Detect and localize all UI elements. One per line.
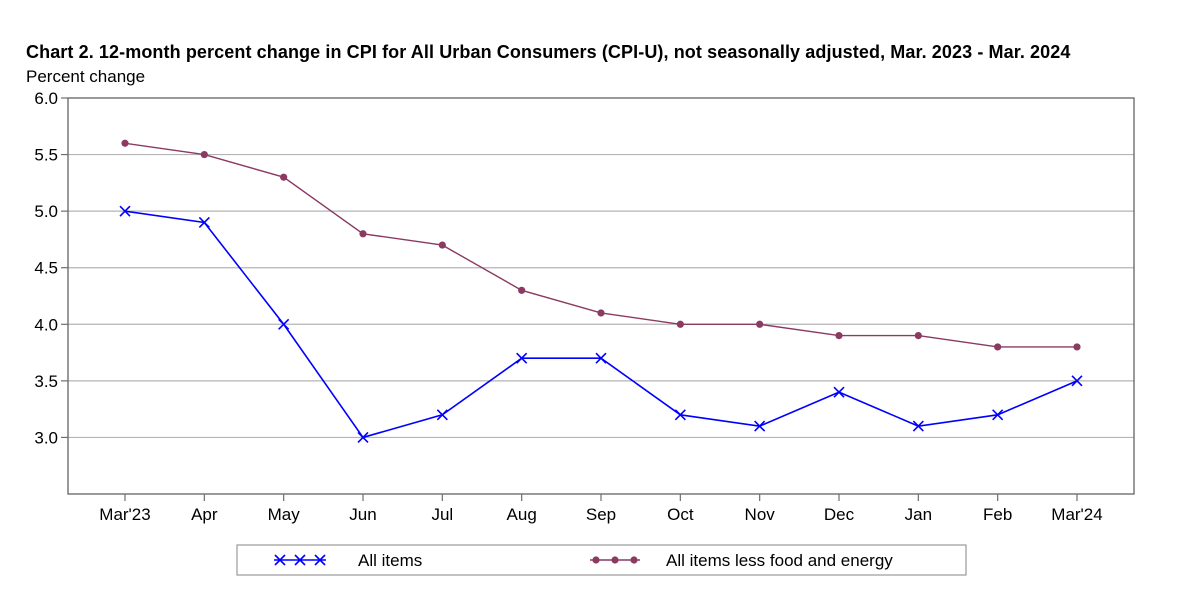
data-series [119, 139, 1083, 443]
series-all-items-less-food-and-energy [121, 139, 1081, 351]
y-tick-label: 4.0 [34, 315, 58, 334]
x-tick-label: Jul [431, 505, 453, 524]
x-tick-label: Jan [905, 505, 932, 524]
x-tick-label: Apr [191, 505, 218, 524]
data-point [280, 173, 288, 181]
data-point [833, 386, 845, 398]
legend-swatch-marker [274, 554, 286, 566]
data-point [278, 318, 290, 330]
data-point [914, 332, 922, 340]
data-point [992, 409, 1004, 421]
data-point [518, 286, 526, 294]
data-point [754, 420, 766, 432]
data-point [835, 332, 843, 340]
plot-border [67, 97, 1135, 495]
y-tick-label: 3.5 [34, 372, 58, 391]
x-tick-label: May [268, 505, 301, 524]
x-tick-label: Mar'24 [1051, 505, 1102, 524]
data-point [994, 343, 1002, 351]
legend-label: All items [358, 551, 422, 570]
data-point [438, 241, 446, 249]
legend-swatch-marker [611, 556, 619, 564]
x-tick-label: Sep [586, 505, 616, 524]
data-point [595, 352, 607, 364]
x-tick-label: Aug [507, 505, 537, 524]
data-point [436, 409, 448, 421]
y-tick-label: 4.5 [34, 259, 58, 278]
x-tick-label: Nov [745, 505, 776, 524]
chart-title: Chart 2. 12-month percent change in CPI … [26, 42, 1071, 62]
legend: All items All items less food and energy [236, 544, 967, 576]
legend-swatch-marker [630, 556, 638, 564]
data-point [200, 150, 208, 159]
data-point [359, 230, 367, 238]
x-tick-label: Oct [667, 505, 694, 524]
data-point [1071, 375, 1083, 387]
data-point [198, 216, 210, 229]
legend-swatch-marker [592, 556, 600, 564]
data-point [357, 431, 369, 443]
legend-swatch-marker [294, 554, 306, 566]
data-point [676, 320, 684, 328]
data-point [119, 205, 131, 217]
data-point [121, 139, 129, 147]
y-tick-label: 6.0 [34, 89, 58, 108]
data-point [1073, 343, 1081, 351]
data-point [674, 409, 686, 421]
gridlines [68, 153, 1134, 439]
legend-entry: All items [274, 551, 422, 570]
series-all-items [119, 205, 1083, 443]
legend-swatch-marker [314, 554, 326, 566]
y-tick-label: 5.5 [34, 146, 58, 165]
legend-label: All items less food and energy [666, 551, 893, 570]
data-point [516, 352, 528, 364]
data-point [912, 420, 924, 432]
y-tick-label: 5.0 [34, 202, 58, 221]
x-tick-label: Mar'23 [99, 505, 150, 524]
data-point [756, 320, 764, 328]
x-tick-label: Jun [349, 505, 376, 524]
plot-frame [67, 97, 1135, 495]
y-tick-label: 3.0 [34, 428, 58, 447]
x-axis-ticks: Mar'23 Apr May Jun Jul Aug Sep Oct Nov Dec Jan Feb M… [99, 494, 1103, 524]
y-axis-ticks: 3.0 3.5 4.0 4.5 5.0 5.5 6.0 [34, 89, 68, 447]
legend-entry: All items less food and energy [590, 551, 893, 570]
x-tick-label: Feb [983, 505, 1012, 524]
y-axis-label: Percent change [26, 67, 146, 86]
data-point [597, 309, 605, 317]
x-tick-label: Dec [824, 505, 855, 524]
